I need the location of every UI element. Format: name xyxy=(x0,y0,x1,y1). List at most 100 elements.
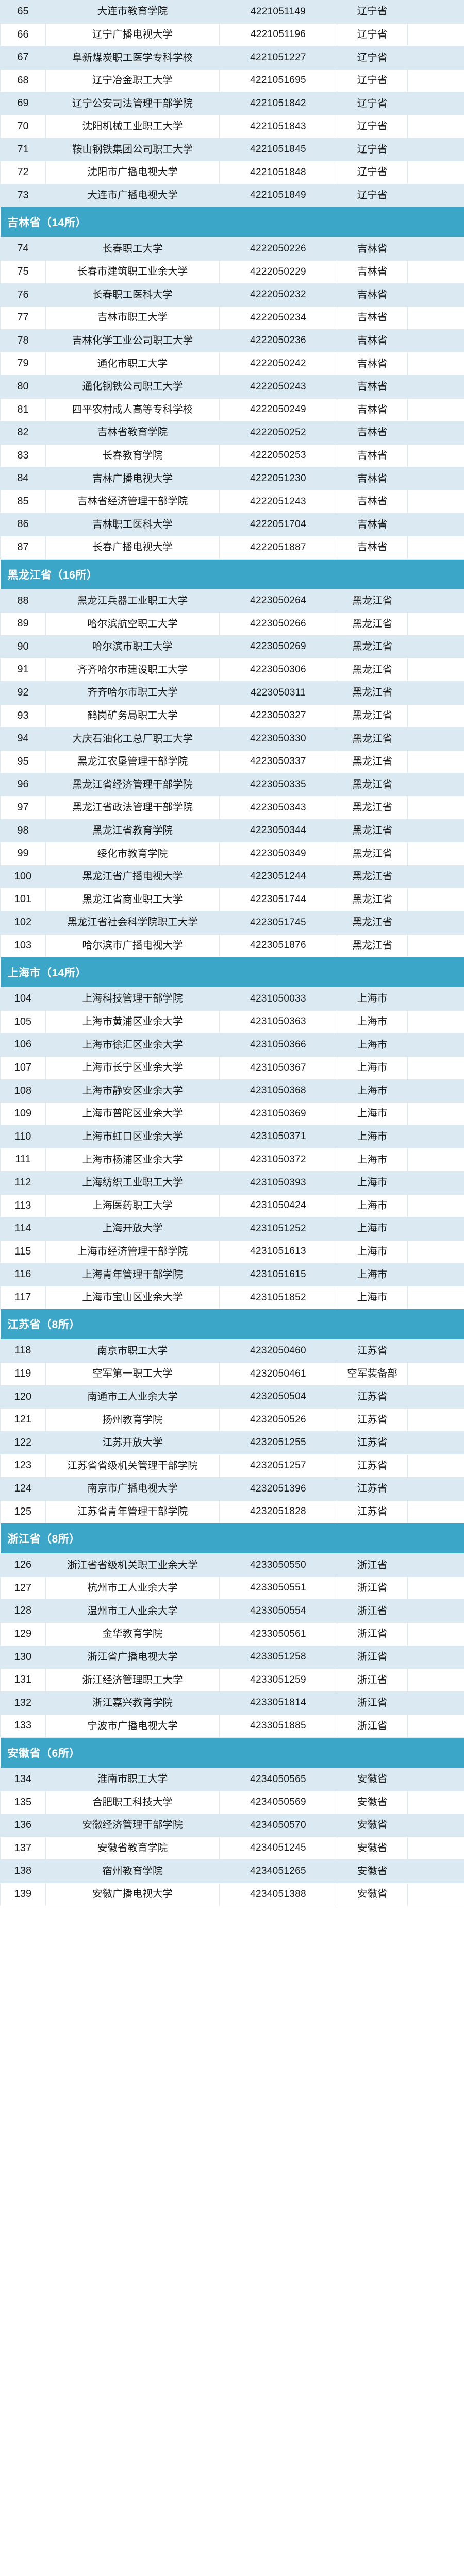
table-row: 109 上海市普陀区业余大学 4231050369 上海市 xyxy=(0,1102,464,1126)
spacer-cell xyxy=(407,1217,464,1241)
row-index-cell: 107 xyxy=(0,1056,46,1080)
row-index-cell: 110 xyxy=(0,1125,46,1149)
school-code-cell: 4234050569 xyxy=(219,1790,337,1815)
spacer-cell xyxy=(407,1431,464,1455)
row-index-cell: 106 xyxy=(0,1033,46,1057)
school-code-cell: 4222050234 xyxy=(219,306,337,330)
authority-cell: 安徽省 xyxy=(337,1859,408,1883)
school-name-cell: 上海医药职工大学 xyxy=(45,1194,220,1218)
authority-cell: 吉林省 xyxy=(337,489,408,514)
university-table: 65 大连市教育学院 4221051149 辽宁省 66 辽宁广播电视大学 42210511… xyxy=(0,0,464,1906)
school-name-cell: 阜新煤炭职工医学专科学校 xyxy=(45,46,220,70)
row-index-cell: 139 xyxy=(0,1882,46,1906)
row-index-cell: 118 xyxy=(0,1339,46,1363)
school-name-cell: 上海市徐汇区业余大学 xyxy=(45,1033,220,1057)
spacer-cell xyxy=(407,260,464,284)
spacer-cell xyxy=(407,1148,464,1172)
section-header-row: 吉林省（14所） xyxy=(0,207,464,238)
authority-cell: 江苏省 xyxy=(337,1500,408,1524)
school-name-cell: 上海市静安区业余大学 xyxy=(45,1079,220,1103)
table-row: 107 上海市长宁区业余大学 4231050367 上海市 xyxy=(0,1056,464,1080)
authority-cell: 江苏省 xyxy=(337,1431,408,1455)
row-index-cell: 100 xyxy=(0,865,46,889)
school-name-cell: 吉林省经济管理干部学院 xyxy=(45,489,220,514)
spacer-cell xyxy=(407,888,464,911)
spacer-cell xyxy=(407,1285,464,1310)
school-code-cell: 4232051257 xyxy=(219,1454,337,1478)
spacer-cell xyxy=(407,1691,464,1715)
row-index-cell: 67 xyxy=(0,46,46,70)
school-code-cell: 4232051396 xyxy=(219,1477,337,1501)
table-row: 104 上海科技管理干部学院 4231050033 上海市 xyxy=(0,987,464,1011)
row-index-cell: 73 xyxy=(0,183,46,208)
table-row: 65 大连市教育学院 4221051149 辽宁省 xyxy=(0,0,464,24)
spacer-cell xyxy=(407,1599,464,1623)
authority-cell: 上海市 xyxy=(337,987,408,1011)
table-row: 77 吉林市职工大学 4222050234 吉林省 xyxy=(0,306,464,330)
spacer-cell xyxy=(407,283,464,307)
school-name-cell: 安徽经济管理干部学院 xyxy=(45,1814,220,1837)
school-code-cell: 4231050424 xyxy=(219,1194,337,1218)
spacer-cell xyxy=(407,1576,464,1600)
section-header-label: 黑龙江省（16所） xyxy=(0,559,464,590)
row-index-cell: 94 xyxy=(0,727,46,751)
school-name-cell: 吉林职工医科大学 xyxy=(45,513,220,537)
school-code-cell: 4231050366 xyxy=(219,1033,337,1057)
school-code-cell: 4223050269 xyxy=(219,635,337,659)
school-code-cell: 4223050327 xyxy=(219,704,337,728)
school-name-cell: 江苏省青年管理干部学院 xyxy=(45,1500,220,1524)
spacer-cell xyxy=(407,1240,464,1264)
spacer-cell xyxy=(407,796,464,820)
table-row: 81 四平农村成人高等专科学校 4222050249 吉林省 xyxy=(0,398,464,422)
table-row: 135 合肥职工科技大学 4234050569 安徽省 xyxy=(0,1790,464,1815)
row-index-cell: 129 xyxy=(0,1622,46,1646)
school-name-cell: 上海纺织工业职工大学 xyxy=(45,1171,220,1195)
school-code-cell: 4223051876 xyxy=(219,934,337,958)
school-name-cell: 浙江省省级机关职工业余大学 xyxy=(45,1553,220,1577)
table-row: 66 辽宁广播电视大学 4221051196 辽宁省 xyxy=(0,23,464,47)
school-code-cell: 4222050232 xyxy=(219,283,337,307)
table-row: 128 温州市工人业余大学 4233050554 浙江省 xyxy=(0,1599,464,1623)
spacer-cell xyxy=(407,1790,464,1815)
table-row: 78 吉林化学工业公司职工大学 4222050236 吉林省 xyxy=(0,329,464,353)
table-row: 120 南通市工人业余大学 4232050504 江苏省 xyxy=(0,1385,464,1409)
table-row: 119 空军第一职工大学 4232050461 空军装备部 xyxy=(0,1362,464,1386)
school-name-cell: 上海市宝山区业余大学 xyxy=(45,1285,220,1310)
school-name-cell: 齐齐哈尔市职工大学 xyxy=(45,681,220,705)
authority-cell: 安徽省 xyxy=(337,1790,408,1815)
spacer-cell xyxy=(407,1882,464,1906)
row-index-cell: 117 xyxy=(0,1285,46,1310)
table-row: 103 哈尔滨市广播电视大学 4223051876 黑龙江省 xyxy=(0,934,464,958)
spacer-cell xyxy=(407,773,464,796)
school-code-cell: 4222050242 xyxy=(219,352,337,376)
school-name-cell: 江苏开放大学 xyxy=(45,1431,220,1455)
row-index-cell: 74 xyxy=(0,237,46,261)
school-code-cell: 4231050371 xyxy=(219,1125,337,1149)
spacer-cell xyxy=(407,1171,464,1195)
school-code-cell: 4233050561 xyxy=(219,1622,337,1646)
row-index-cell: 91 xyxy=(0,658,46,682)
school-code-cell: 4223050311 xyxy=(219,681,337,705)
school-name-cell: 长春职工医科大学 xyxy=(45,283,220,307)
row-index-cell: 90 xyxy=(0,635,46,659)
table-row: 96 黑龙江省经济管理干部学院 4223050335 黑龙江省 xyxy=(0,773,464,796)
authority-cell: 浙江省 xyxy=(337,1553,408,1577)
school-name-cell: 上海青年管理干部学院 xyxy=(45,1263,220,1286)
table-body: 65 大连市教育学院 4221051149 辽宁省 66 辽宁广播电视大学 42210511… xyxy=(0,0,464,1906)
table-row: 72 沈阳市广播电视大学 4221051848 辽宁省 xyxy=(0,161,464,184)
school-code-cell: 4232050504 xyxy=(219,1385,337,1409)
table-row: 99 绥化市教育学院 4223050349 黑龙江省 xyxy=(0,842,464,866)
school-code-cell: 4233050550 xyxy=(219,1553,337,1577)
spacer-cell xyxy=(407,704,464,728)
school-name-cell: 吉林化学工业公司职工大学 xyxy=(45,329,220,353)
school-name-cell: 大连市广播电视大学 xyxy=(45,183,220,208)
school-name-cell: 宁波市广播电视大学 xyxy=(45,1714,220,1738)
table-row: 90 哈尔滨市职工大学 4223050269 黑龙江省 xyxy=(0,635,464,659)
table-row: 97 黑龙江省政法管理干部学院 4223050343 黑龙江省 xyxy=(0,796,464,820)
table-row: 76 长春职工医科大学 4222050232 吉林省 xyxy=(0,283,464,307)
table-row: 117 上海市宝山区业余大学 4231051852 上海市 xyxy=(0,1285,464,1310)
authority-cell: 黑龙江省 xyxy=(337,773,408,796)
table-row: 86 吉林职工医科大学 4222051704 吉林省 xyxy=(0,513,464,537)
row-index-cell: 77 xyxy=(0,306,46,330)
spacer-cell xyxy=(407,421,464,445)
